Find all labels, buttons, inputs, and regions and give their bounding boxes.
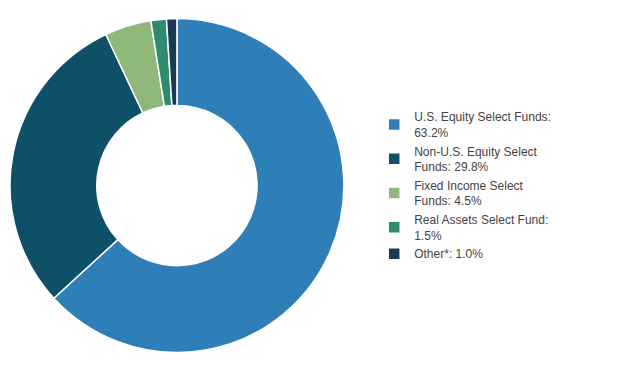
svg-text:U.S. Equity Select Funds:63.2%: U.S. Equity Select Funds:63.2%	[414, 110, 551, 140]
svg-text:Non-U.S. Equity SelectFunds: 2: Non-U.S. Equity SelectFunds: 29.8%	[414, 145, 537, 175]
svg-text:Fixed Income SelectFunds: 4.5%: Fixed Income SelectFunds: 4.5%	[414, 179, 523, 209]
svg-text:Other*: 1.0%: Other*: 1.0%	[414, 247, 483, 261]
svg-text:Real Assets Select Fund:1.5%: Real Assets Select Fund:1.5%	[414, 213, 548, 243]
